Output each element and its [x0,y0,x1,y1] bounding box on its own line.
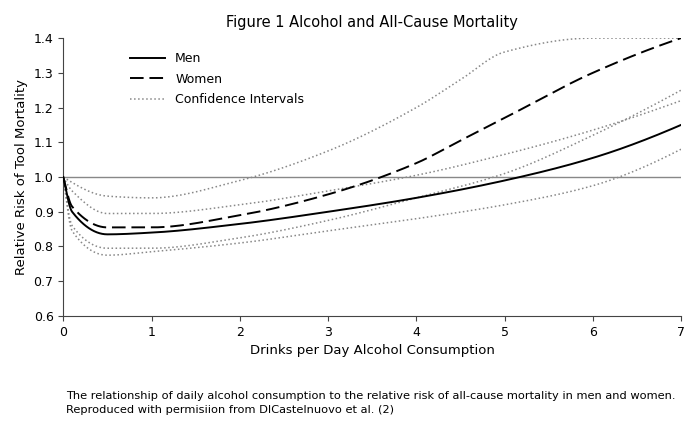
Legend: Men, Women, Confidence Intervals: Men, Women, Confidence Intervals [125,47,309,111]
Text: The relationship of daily alcohol consumption to the relative risk of all-cause : The relationship of daily alcohol consum… [66,390,676,415]
Y-axis label: Relative Risk of Tool Mortality: Relative Risk of Tool Mortality [15,79,28,275]
Title: Figure 1 Alcohol and All-Cause Mortality: Figure 1 Alcohol and All-Cause Mortality [226,15,518,30]
X-axis label: Drinks per Day Alcohol Consumption: Drinks per Day Alcohol Consumption [250,344,495,357]
